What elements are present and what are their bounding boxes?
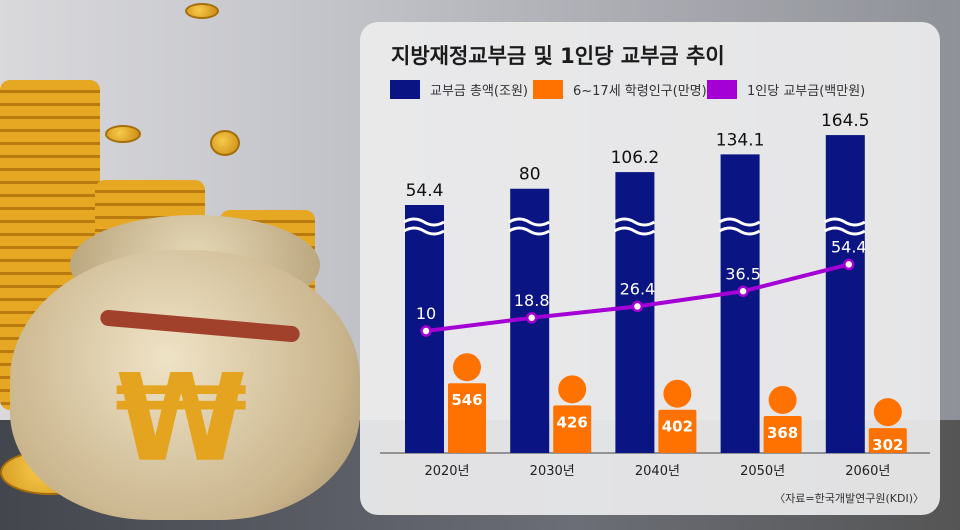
x-tick-label: 2050년 — [740, 464, 785, 479]
line-point — [631, 300, 644, 313]
person-head-icon — [663, 379, 692, 408]
bar-population — [763, 415, 802, 453]
bar-population-label: 302 — [872, 436, 903, 454]
axis-break-mark — [403, 226, 445, 236]
source-note: 〈자료=한국개발연구원(KDI)〉 — [774, 492, 924, 505]
bar-total — [615, 172, 655, 453]
axis-break-mark — [718, 226, 761, 236]
bar-population-label: 546 — [451, 391, 482, 409]
coin — [210, 130, 240, 156]
won-symbol-icon: ₩ — [115, 350, 248, 489]
axis-break-mark — [613, 226, 656, 236]
legend-label: 1인당 교부금(백만원) — [747, 84, 866, 99]
legend-swatch — [390, 80, 420, 99]
person-head-icon — [453, 353, 481, 382]
line-point-label: 10 — [416, 304, 436, 323]
bar-population — [868, 428, 907, 453]
x-tick-label: 2030년 — [530, 464, 575, 479]
chart-title: 지방재정교부금 및 1인당 교부금 추이 — [391, 44, 725, 68]
line-point — [843, 258, 855, 271]
axis-break-mark — [508, 226, 550, 236]
line-point — [420, 325, 432, 337]
person-head-icon — [768, 385, 797, 414]
bar-total-label: 54.4 — [406, 181, 444, 201]
x-tick-label: 2020년 — [424, 464, 469, 479]
coin — [185, 3, 219, 19]
bar-population-label: 368 — [767, 424, 798, 442]
person-head-icon — [873, 398, 902, 427]
bar-population — [658, 409, 697, 453]
bar-population — [553, 405, 592, 453]
axis-break-mark — [403, 217, 445, 227]
bar-total-label: 134.1 — [716, 130, 765, 150]
bar-total-label: 80 — [519, 165, 541, 185]
line-point — [525, 312, 538, 324]
bar-population-label: 426 — [557, 413, 588, 431]
axis-break-mark — [613, 217, 656, 227]
axis-break-mark — [824, 226, 866, 236]
person-head-icon — [558, 375, 587, 404]
legend-item-per-capita: 1인당 교부금(백만원) — [707, 80, 865, 99]
legend-swatch — [533, 80, 563, 99]
axis-break-mark — [508, 217, 550, 227]
line-point — [737, 285, 749, 297]
bar-total-label: 164.5 — [821, 111, 870, 131]
legend-label: 6~17세 학령인구(만명) — [573, 84, 707, 99]
legend-swatch — [707, 80, 737, 99]
bar-total — [825, 135, 865, 454]
legend-item-total: 교부금 총액(조원) — [390, 80, 528, 99]
legend-item-population: 6~17세 학령인구(만명) — [533, 80, 707, 99]
x-tick-label: 2040년 — [635, 464, 680, 479]
legend-label: 교부금 총액(조원) — [430, 84, 528, 99]
axis-break-mark — [824, 217, 866, 227]
money-bag — [10, 250, 360, 520]
line-point-label: 36.5 — [725, 264, 761, 283]
line-point-label: 54.4 — [831, 237, 867, 256]
axis-break-mark — [718, 217, 761, 227]
x-tick-label: 2060년 — [845, 464, 890, 479]
coin — [105, 125, 141, 143]
bar-population-label: 402 — [662, 418, 693, 436]
bar-total — [720, 154, 760, 453]
bar-population — [448, 383, 486, 453]
line-point-label: 26.4 — [620, 279, 656, 298]
bar-total-label: 106.2 — [611, 148, 660, 168]
line-point-label: 18.8 — [514, 291, 550, 310]
